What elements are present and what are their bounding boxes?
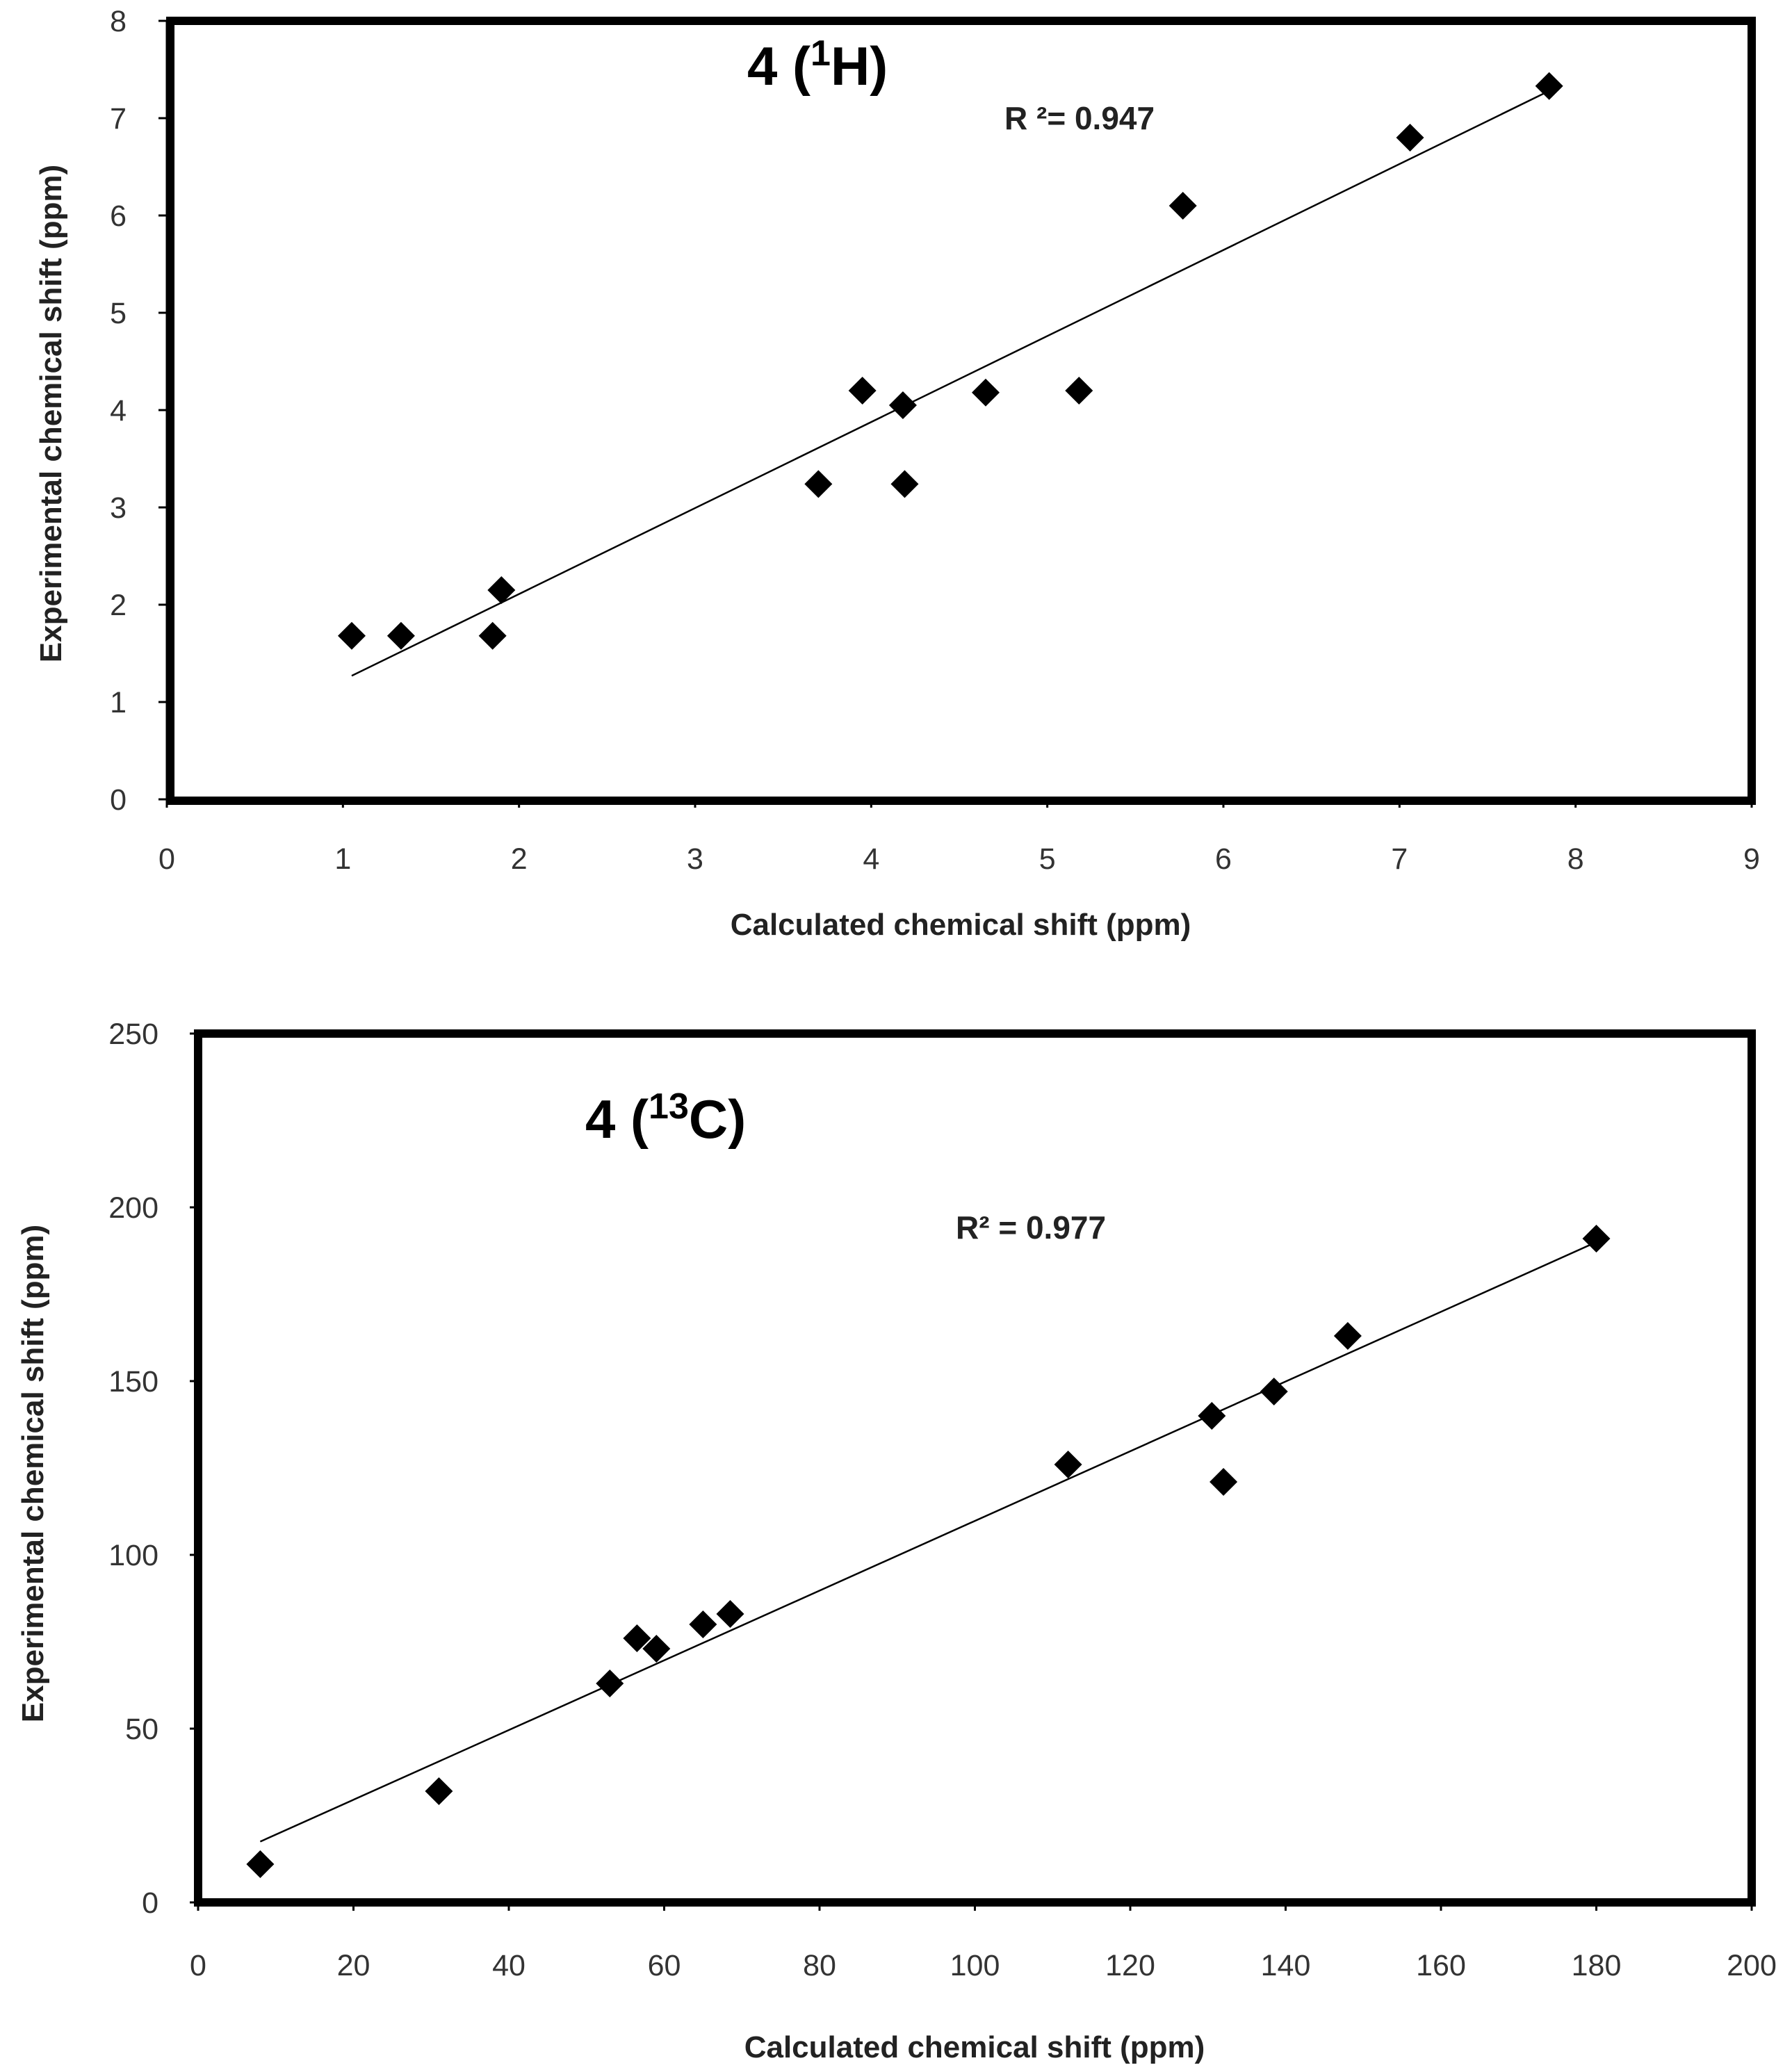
data-point <box>246 1850 275 1878</box>
x-tick-label: 3 <box>687 842 703 876</box>
data-point <box>1209 1468 1238 1496</box>
data-point <box>1054 1451 1082 1478</box>
x-tick-label: 200 <box>1727 1949 1777 1982</box>
data-point <box>1535 72 1563 100</box>
y-tick-label: 1 <box>110 686 127 719</box>
y-tick-label: 50 <box>125 1713 158 1746</box>
trendline <box>351 90 1550 677</box>
data-point <box>487 576 516 604</box>
axes <box>158 19 1753 808</box>
chart-13c: 0 20 40 60 80 100 120 140 160 180 200 0 50 100 150 200 2… <box>16 1018 1777 2064</box>
x-tick-label: 5 <box>1039 842 1056 876</box>
y-tick-label: 2 <box>110 589 127 622</box>
data-point <box>890 470 919 498</box>
data-point <box>1333 1322 1362 1350</box>
data-point <box>888 391 917 419</box>
r-squared-label: R² = 0.977 <box>956 1209 1106 1246</box>
x-tick-label: 1 <box>334 842 351 876</box>
axes <box>190 1032 1753 1911</box>
trendline-group <box>259 1241 1597 1843</box>
x-tick-label: 9 <box>1743 842 1760 876</box>
plot-frame <box>166 17 1756 805</box>
trendline <box>259 1241 1597 1843</box>
y-tick-label: 150 <box>108 1365 158 1398</box>
data-point <box>425 1777 453 1805</box>
trendline-group <box>351 90 1550 677</box>
x-tick-label: 180 <box>1572 1949 1622 1982</box>
data-point <box>623 1624 651 1652</box>
x-axis-title: Calculated chemical shift (ppm) <box>731 908 1191 942</box>
x-tick-label: 100 <box>950 1949 1000 1982</box>
data-point <box>848 377 877 405</box>
y-tick-label: 100 <box>108 1539 158 1572</box>
chart-1h: 0 1 2 3 4 5 6 7 8 9 0 1 2 3 4 5 6 7 8 4 (1H) R ²= 0.947 Ca… <box>34 5 1760 942</box>
x-tick-label: 40 <box>492 1949 526 1982</box>
data-point <box>338 621 366 650</box>
y-tick-label: 0 <box>110 783 127 817</box>
y-tick-label: 3 <box>110 491 127 525</box>
x-tick-label: 140 <box>1261 1949 1311 1982</box>
y-axis-title: Experimental chemical shift (ppm) <box>34 165 68 662</box>
x-tick-label: 60 <box>648 1949 681 1982</box>
data-point <box>1396 124 1424 152</box>
data-point <box>1065 377 1093 405</box>
data-point <box>689 1610 717 1638</box>
data-point <box>804 470 833 498</box>
plot-frame <box>194 1029 1756 1907</box>
x-tick-label: 2 <box>511 842 528 876</box>
data-point <box>716 1600 744 1628</box>
chart-title: 4 (1H) <box>747 33 888 97</box>
y-tick-label: 7 <box>110 102 127 136</box>
data-point <box>386 621 415 650</box>
x-axis-title: Calculated chemical shift (ppm) <box>744 2030 1205 2064</box>
data-point <box>642 1635 671 1663</box>
data-markers <box>338 72 1563 650</box>
data-markers <box>246 1225 1611 1878</box>
y-tick-label: 6 <box>110 199 127 233</box>
data-point <box>1168 192 1197 220</box>
x-tick-label: 0 <box>158 842 175 876</box>
x-tick-label: 20 <box>337 1949 370 1982</box>
y-tick-label: 200 <box>108 1191 158 1225</box>
x-tick-label: 120 <box>1105 1949 1155 1982</box>
x-tick-label: 4 <box>863 842 879 876</box>
tick-labels: 0 1 2 3 4 5 6 7 8 9 0 1 2 3 4 5 6 7 8 <box>110 5 1760 876</box>
data-point <box>596 1670 624 1697</box>
y-tick-label: 8 <box>110 5 127 38</box>
x-tick-label: 6 <box>1215 842 1232 876</box>
y-axis-title: Experimental chemical shift (ppm) <box>16 1225 50 1722</box>
data-point <box>1198 1402 1226 1430</box>
chart-title: 4 (13C) <box>585 1086 746 1150</box>
data-point <box>1582 1225 1611 1253</box>
y-tick-label: 0 <box>142 1886 158 1920</box>
y-tick-label: 250 <box>108 1018 158 1051</box>
data-point <box>1260 1378 1288 1405</box>
x-tick-label: 7 <box>1391 842 1408 876</box>
r-squared-label: R ²= 0.947 <box>1004 100 1155 136</box>
x-tick-label: 160 <box>1416 1949 1466 1982</box>
y-tick-label: 4 <box>110 394 127 427</box>
x-tick-label: 0 <box>190 1949 206 1982</box>
data-point <box>478 621 507 650</box>
tick-labels: 0 20 40 60 80 100 120 140 160 180 200 0 50 100 150 200 2… <box>108 1018 1777 1982</box>
x-tick-label: 80 <box>803 1949 836 1982</box>
data-point <box>972 378 1000 407</box>
y-tick-label: 5 <box>110 297 127 330</box>
x-tick-label: 8 <box>1567 842 1584 876</box>
